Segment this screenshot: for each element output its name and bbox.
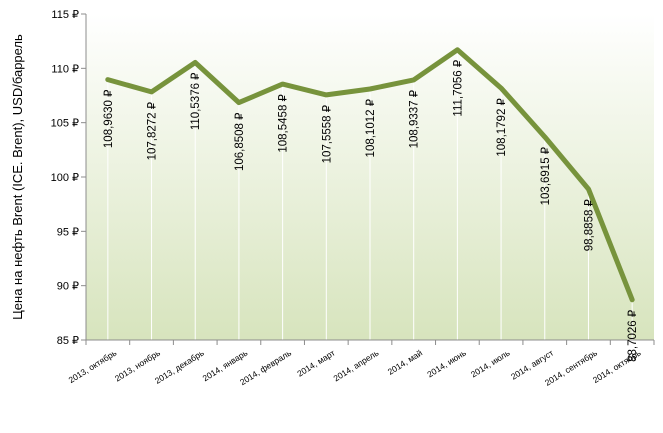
data-label: 108,9630 ₽ xyxy=(103,89,115,148)
series-line xyxy=(105,47,635,303)
data-labels: 108,9630 ₽ 107,8272 ₽ 110,5376 ₽ 106,8508 ₽… xyxy=(103,59,639,362)
x-tick-label: 2014, июль xyxy=(469,347,512,379)
data-label: 108,1012 ₽ xyxy=(365,98,377,157)
data-label: 108,1792 ₽ xyxy=(496,97,508,156)
y-tick-label: 110 ₽ xyxy=(51,63,79,75)
data-label: 107,5558 ₽ xyxy=(321,104,333,163)
y-tick-label: 85 ₽ xyxy=(57,335,79,347)
y-tick-label: 105 ₽ xyxy=(51,118,79,130)
x-tick-label: 2014, июнь xyxy=(425,347,468,379)
x-tick-label: 2014, май xyxy=(386,348,425,377)
data-label: 111,7056 ₽ xyxy=(452,59,464,116)
y-tick-label: 90 ₽ xyxy=(57,281,79,293)
data-label: 107,8272 ₽ xyxy=(147,101,159,160)
y-tick-label: 100 ₽ xyxy=(51,172,79,184)
data-label: 110,5376 ₽ xyxy=(190,72,202,130)
x-tick-label: 2014, апрель xyxy=(331,347,380,383)
drop-lines xyxy=(107,49,633,340)
data-label: 103,6915 ₽ xyxy=(540,146,552,205)
data-label: 98,8858 ₽ xyxy=(583,198,595,251)
y-axis-ticks: 85 ₽ 90 ₽ 95 ₽ 100 ₽ 105 ₽ 110 ₽ 115 ₽ xyxy=(51,9,86,347)
x-tick-label: 2013, декабрь xyxy=(153,347,206,385)
x-tick-label: 2014, март xyxy=(295,348,337,379)
data-label: 88,7026 ₽ xyxy=(627,309,639,362)
y-axis-title: Цена на нефть Brent (ICE. Brent), USD/ба… xyxy=(10,34,25,320)
x-tick-label: 2013, октябрь xyxy=(67,347,119,385)
data-label: 108,9337 ₽ xyxy=(409,89,421,148)
y-tick-label: 115 ₽ xyxy=(51,9,79,21)
data-label: 106,8508 ₽ xyxy=(234,112,246,171)
y-tick-label: 95 ₽ xyxy=(57,226,79,238)
data-label: 108,5458 ₽ xyxy=(278,93,290,152)
